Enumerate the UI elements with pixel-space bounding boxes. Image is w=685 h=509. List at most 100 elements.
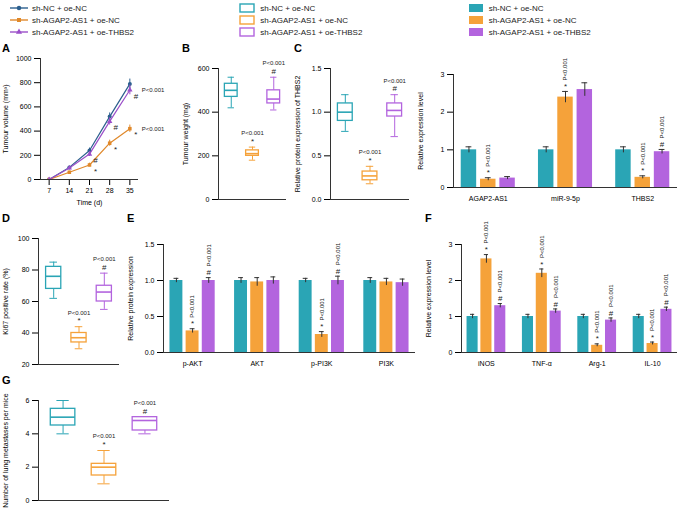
svg-text:Relative expression level: Relative expression level	[425, 259, 433, 337]
svg-text:6: 6	[26, 397, 30, 404]
svg-text:Ki67 positive rate (%): Ki67 positive rate (%)	[2, 268, 10, 335]
svg-text:200: 200	[198, 152, 210, 159]
svg-text:P<0.001: P<0.001	[649, 308, 655, 331]
svg-text:P<0.001: P<0.001	[142, 126, 165, 132]
svg-text:P<0.001: P<0.001	[383, 78, 406, 84]
svg-text:2: 2	[26, 463, 30, 470]
svg-text:TNF-α: TNF-α	[532, 360, 552, 367]
svg-text:#: #	[93, 156, 98, 165]
svg-text:P<0.001: P<0.001	[262, 60, 285, 66]
svg-text:P<0.001: P<0.001	[659, 115, 665, 138]
svg-text:400: 400	[20, 127, 32, 134]
svg-text:#: #	[272, 67, 277, 76]
svg-text:0.5: 0.5	[145, 313, 155, 320]
svg-text:#: #	[498, 294, 503, 303]
svg-text:600: 600	[20, 103, 32, 110]
svg-text:P<0.001: P<0.001	[640, 142, 646, 165]
svg-text:P<0.001: P<0.001	[93, 256, 116, 262]
svg-text:P<0.001: P<0.001	[663, 273, 669, 296]
svg-text:1: 1	[441, 146, 445, 153]
svg-text:AGAP2-AS1: AGAP2-AS1	[469, 195, 508, 202]
svg-text:35: 35	[126, 187, 134, 194]
svg-text:Tumour volume (mm³): Tumour volume (mm³)	[2, 85, 10, 154]
svg-text:2: 2	[441, 108, 445, 115]
svg-text:#: #	[102, 263, 107, 272]
svg-text:28: 28	[106, 187, 114, 194]
svg-text:#: #	[609, 309, 614, 318]
svg-text:P<0.001: P<0.001	[134, 400, 157, 406]
svg-text:0: 0	[449, 349, 453, 356]
svg-text:#: #	[207, 268, 212, 277]
svg-text:800: 800	[20, 79, 32, 86]
svg-text:P<0.001: P<0.001	[241, 130, 264, 136]
svg-text:Relative protein expression of: Relative protein expression of THBS2	[294, 76, 302, 193]
svg-text:*: *	[485, 245, 488, 254]
svg-text:#: #	[113, 123, 118, 132]
svg-text:P<0.001: P<0.001	[359, 149, 382, 155]
svg-text:0.5: 0.5	[312, 152, 322, 159]
svg-text:1000: 1000	[16, 55, 32, 62]
svg-text:P<0.001: P<0.001	[485, 144, 491, 167]
svg-text:1.0: 1.0	[145, 277, 155, 284]
svg-text:p-AKT: p-AKT	[183, 360, 204, 368]
svg-text:21: 21	[86, 187, 94, 194]
svg-text:P<0.001: P<0.001	[93, 433, 116, 439]
svg-text:600: 600	[198, 65, 210, 72]
svg-text:#: #	[664, 298, 669, 307]
svg-text:*: *	[94, 167, 97, 176]
svg-text:60: 60	[22, 298, 30, 305]
svg-text:1.5: 1.5	[312, 65, 322, 72]
svg-text:Arg-1: Arg-1	[589, 360, 606, 368]
svg-text:0: 0	[28, 176, 32, 183]
svg-text:#: #	[336, 267, 341, 276]
svg-text:P<0.001: P<0.001	[206, 243, 212, 266]
svg-text:0.0: 0.0	[312, 196, 322, 203]
svg-text:Time (d): Time (d)	[77, 199, 103, 207]
svg-text:20: 20	[22, 361, 30, 368]
svg-text:P<0.001: P<0.001	[142, 87, 165, 93]
svg-text:P<0.001: P<0.001	[483, 220, 489, 243]
svg-text:*: *	[641, 166, 644, 175]
svg-text:AKT: AKT	[250, 360, 264, 367]
svg-text:*: *	[596, 334, 599, 343]
svg-text:*: *	[540, 260, 543, 269]
svg-text:*: *	[651, 333, 654, 342]
svg-text:100: 100	[18, 235, 30, 242]
svg-text:80: 80	[22, 266, 30, 273]
svg-text:*: *	[320, 322, 323, 331]
svg-text:#: #	[553, 300, 558, 309]
svg-text:Tumour weight (mg): Tumour weight (mg)	[182, 103, 190, 165]
svg-text:Number of lung metastases per: Number of lung metastases per mice	[2, 393, 10, 507]
svg-text:*: *	[251, 137, 254, 146]
svg-text:P<0.001: P<0.001	[562, 57, 568, 80]
svg-text:3: 3	[449, 241, 453, 248]
svg-text:#: #	[134, 92, 139, 101]
svg-text:P<0.001: P<0.001	[189, 295, 195, 318]
svg-text:0: 0	[26, 497, 30, 504]
svg-text:Relative expression level: Relative expression level	[417, 92, 425, 170]
svg-text:#: #	[143, 407, 148, 416]
svg-text:iNOS: iNOS	[478, 360, 495, 367]
svg-text:*: *	[564, 82, 567, 91]
svg-text:0.0: 0.0	[145, 349, 155, 356]
svg-text:400: 400	[198, 108, 210, 115]
svg-text:0: 0	[206, 196, 210, 203]
svg-text:40: 40	[22, 329, 30, 336]
svg-text:P<0.001: P<0.001	[68, 310, 91, 316]
svg-text:7: 7	[47, 187, 51, 194]
svg-text:THBS2: THBS2	[631, 195, 654, 202]
svg-text:1.0: 1.0	[312, 108, 322, 115]
svg-text:#: #	[392, 84, 397, 93]
svg-text:miR-9-5p: miR-9-5p	[551, 195, 580, 203]
svg-text:P<0.001: P<0.001	[539, 235, 545, 258]
svg-text:Relative protein expression: Relative protein expression	[127, 256, 135, 341]
svg-text:IL-10: IL-10	[645, 360, 661, 367]
svg-text:1.5: 1.5	[145, 241, 155, 248]
svg-text:4: 4	[26, 430, 30, 437]
svg-text:#: #	[660, 140, 665, 149]
svg-text:200: 200	[20, 152, 32, 159]
svg-text:1: 1	[449, 313, 453, 320]
svg-text:*: *	[191, 319, 194, 328]
svg-text:*: *	[134, 130, 137, 139]
svg-text:*: *	[487, 168, 490, 177]
